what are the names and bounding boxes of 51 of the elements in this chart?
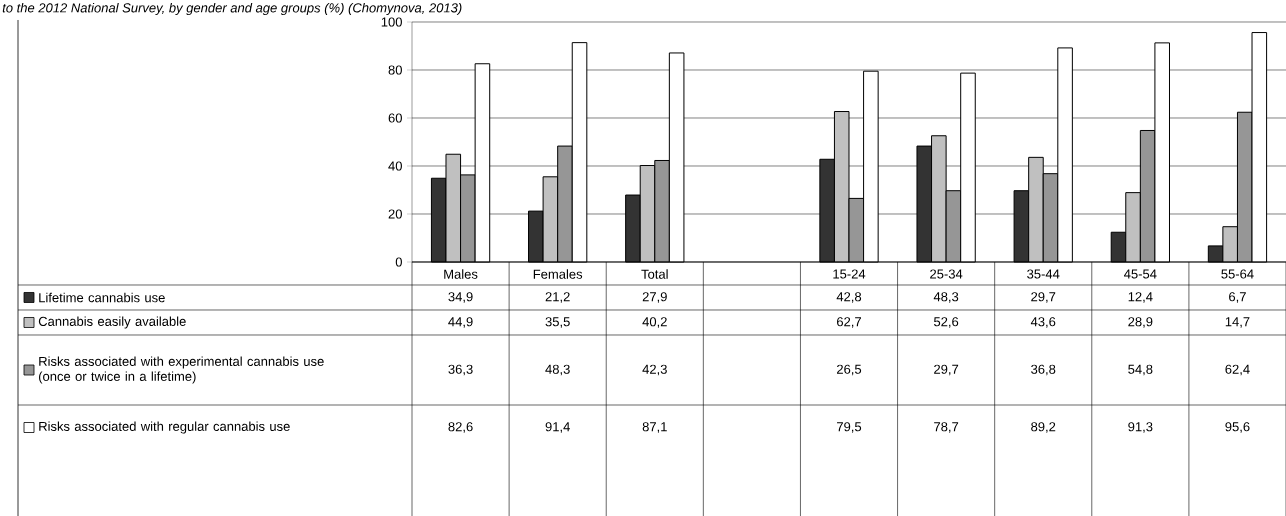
text: to the 2012 National Survey, by gender and age groups (%) (Chomynova, 2013) — [2, 2, 462, 16]
data-label: 91,3 — [1128, 422, 1153, 433]
data-label: 48,3 — [933, 292, 959, 303]
y-tick-label: 40 — [388, 161, 402, 171]
data-label: 36,3 — [448, 364, 473, 376]
data-label: 21,2 — [545, 292, 570, 303]
legend-label: Risks associated with regular cannabis use — [39, 421, 290, 434]
data-label: 62,7 — [837, 317, 862, 328]
y-tick-label: 60 — [388, 113, 402, 123]
data-label: 43,6 — [1030, 317, 1056, 328]
data-label: 34,9 — [448, 292, 473, 303]
x-tick-label: 35-44 — [1027, 269, 1060, 279]
data-label: 36,8 — [1031, 364, 1056, 376]
data-label: 28,9 — [1128, 317, 1153, 328]
data-label: 54,8 — [1128, 364, 1153, 376]
data-label: 52,6 — [933, 317, 959, 328]
data-label: 62,4 — [1225, 364, 1250, 376]
x-tick-label: Males — [444, 269, 478, 279]
data-label: 91,4 — [545, 422, 570, 433]
data-label: 35,5 — [545, 317, 570, 328]
y-tick-label: 100 — [381, 17, 402, 27]
data-label: 44,9 — [448, 317, 473, 328]
data-label: 42,3 — [642, 364, 667, 376]
x-tick-label: 45-54 — [1124, 269, 1157, 279]
data-label: 40,2 — [642, 317, 667, 328]
data-label: 12,4 — [1128, 292, 1153, 303]
legend-label: Lifetime cannabis use — [39, 292, 165, 303]
x-tick-label: 55-64 — [1221, 269, 1254, 279]
data-label: 79,5 — [837, 422, 862, 433]
x-tick-label: 25-34 — [930, 269, 963, 279]
x-tick-label: 15-24 — [833, 269, 866, 279]
y-tick-label: 20 — [388, 209, 402, 219]
legend-label: Risks associated with experimental cannabis use (once or twice in a lifetime) — [39, 356, 324, 384]
x-tick-label: Total — [641, 269, 668, 279]
data-label: 95,6 — [1225, 422, 1250, 433]
data-label: 87,1 — [642, 422, 667, 433]
data-label: 6,7 — [1229, 292, 1246, 303]
y-tick-label: 0 — [395, 257, 402, 267]
data-label: 42,8 — [836, 292, 862, 303]
data-label: 82,6 — [448, 422, 473, 433]
legend-label: Cannabis easily available — [38, 316, 186, 329]
data-label: 89,2 — [1031, 422, 1056, 433]
data-label: 14,7 — [1225, 317, 1250, 328]
data-label: 29,7 — [934, 364, 959, 376]
data-label: 26,5 — [837, 364, 862, 376]
x-tick-label: Females — [533, 269, 583, 279]
data-label: 29,7 — [1031, 292, 1056, 303]
data-label: 27,9 — [642, 292, 667, 303]
data-label: 48,3 — [545, 364, 570, 376]
data-label: 78,7 — [934, 422, 959, 433]
y-tick-label: 80 — [388, 65, 402, 75]
